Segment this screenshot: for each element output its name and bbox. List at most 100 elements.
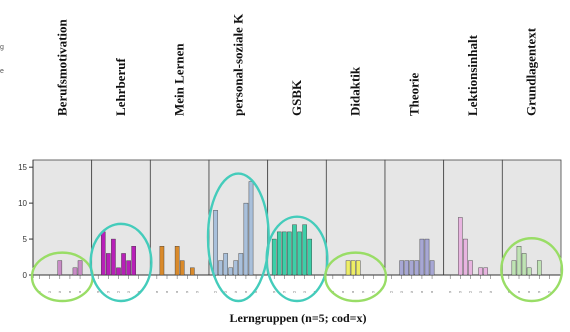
- bar: [355, 260, 361, 276]
- bar: [276, 231, 282, 276]
- x-mini-tick-label: n: [214, 289, 216, 294]
- bar: [233, 260, 239, 276]
- x-mini-tick-label: n: [352, 289, 354, 294]
- x-mini-tick-label: n: [401, 289, 403, 294]
- bar: [350, 260, 356, 276]
- x-mini-tick-label: n: [166, 289, 168, 294]
- bar: [287, 231, 292, 276]
- x-mini-tick-label: n: [107, 289, 109, 294]
- x-mini-tick-label: n: [186, 289, 188, 294]
- bar: [126, 260, 131, 276]
- bar: [57, 260, 63, 276]
- bar: [302, 224, 307, 276]
- bar: [248, 181, 254, 276]
- y-tick-label: 5: [23, 235, 28, 244]
- bar: [429, 260, 435, 276]
- edge-fragment-1: g: [0, 44, 4, 51]
- category-label: Lehrberuf: [113, 58, 128, 116]
- x-mini-tick-label: n: [245, 289, 247, 294]
- bar: [463, 238, 468, 276]
- bar: [297, 231, 302, 276]
- bar: [526, 267, 532, 276]
- category-label: Didaktik: [348, 66, 363, 116]
- bar: [414, 260, 420, 276]
- x-mini-tick-label: n: [528, 289, 530, 294]
- bar: [409, 260, 415, 276]
- x-mini-tick-label: n: [49, 289, 51, 294]
- bar: [100, 231, 106, 276]
- x-mini-tick-label: n: [156, 289, 158, 294]
- category-label: Mein Lernen: [172, 43, 187, 116]
- category-label: Lektionsinhalt: [465, 34, 480, 116]
- category-label: Berufsmotivation: [54, 18, 69, 116]
- y-tick-label: 10: [18, 199, 27, 208]
- x-mini-tick-label: n: [449, 289, 451, 294]
- x-mini-tick-label: n: [469, 289, 471, 294]
- bar: [72, 267, 78, 276]
- y-tick-label: 0: [23, 271, 28, 280]
- x-mini-tick-label: n: [273, 289, 275, 294]
- bar: [404, 260, 410, 276]
- x-mini-tick-label: n: [518, 289, 520, 294]
- x-mini-tick-label: n: [79, 289, 81, 294]
- category-label: personal-soziale K: [230, 13, 245, 116]
- bar: [174, 246, 180, 276]
- bar: [521, 253, 527, 276]
- edge-fragment-2: e: [0, 68, 4, 75]
- bars: [57, 181, 542, 276]
- x-mini-tick-label: n: [196, 289, 198, 294]
- highlight-ellipse: [265, 215, 329, 303]
- axes: 0 5 10 15 n n n n n n n n n n n n n n n n n n n n n n n n n n n n n n n n n n…: [18, 160, 561, 294]
- bar: [516, 246, 522, 276]
- bar: [238, 253, 244, 276]
- bar: [468, 260, 473, 276]
- panel-bg: [384, 159, 445, 276]
- x-mini-tick-label: n: [225, 289, 227, 294]
- x-mini-tick-label: n: [138, 289, 140, 294]
- category-label: Theorie: [406, 72, 421, 116]
- panel-bg: [501, 159, 562, 276]
- bar: [292, 224, 297, 276]
- bar: [223, 253, 228, 276]
- x-axis-title: Lerngruppen (n=5; cod=x): [229, 311, 366, 325]
- x-mini-tick-label: n: [421, 289, 423, 294]
- bar: [419, 238, 425, 276]
- x-mini-tick-label: n: [127, 289, 129, 294]
- panel-bg: [325, 159, 386, 276]
- x-mini-tick-label: n: [362, 289, 364, 294]
- highlight-ellipse: [206, 172, 270, 303]
- bar: [159, 246, 165, 276]
- bar: [131, 246, 136, 276]
- x-mini-tick-label: n: [97, 289, 99, 294]
- bar: [282, 231, 287, 276]
- bar: [511, 260, 517, 276]
- x-mini-tick-label: n: [459, 289, 461, 294]
- x-mini-tick-label: n: [479, 289, 481, 294]
- x-mini-tick-label: n: [59, 289, 61, 294]
- bar: [121, 253, 126, 276]
- bar: [483, 267, 488, 276]
- bar: [179, 260, 185, 276]
- bar: [228, 267, 234, 276]
- x-mini-tick-label: n: [390, 289, 392, 294]
- bar: [190, 267, 195, 276]
- bar: [116, 267, 121, 276]
- x-mini-tick-label: n: [255, 289, 257, 294]
- bar: [399, 260, 404, 276]
- x-mini-tick-label: n: [176, 289, 178, 294]
- category-label: Grundlagentext: [524, 27, 539, 116]
- bar: [458, 217, 463, 276]
- x-mini-tick-label: n: [283, 289, 285, 294]
- x-mini-tick-label: n: [342, 289, 344, 294]
- x-mini-tick-label: n: [431, 289, 433, 294]
- x-mini-tick-label: n: [538, 289, 540, 294]
- bar: [213, 210, 218, 276]
- x-mini-tick-label: n: [117, 289, 119, 294]
- panel-bg: [32, 159, 93, 276]
- highlight-ellipse: [500, 237, 564, 303]
- bar: [478, 267, 483, 276]
- x-mini-tick-label: n: [235, 289, 237, 294]
- bar: [536, 260, 542, 276]
- highlight-ellipse: [89, 222, 153, 303]
